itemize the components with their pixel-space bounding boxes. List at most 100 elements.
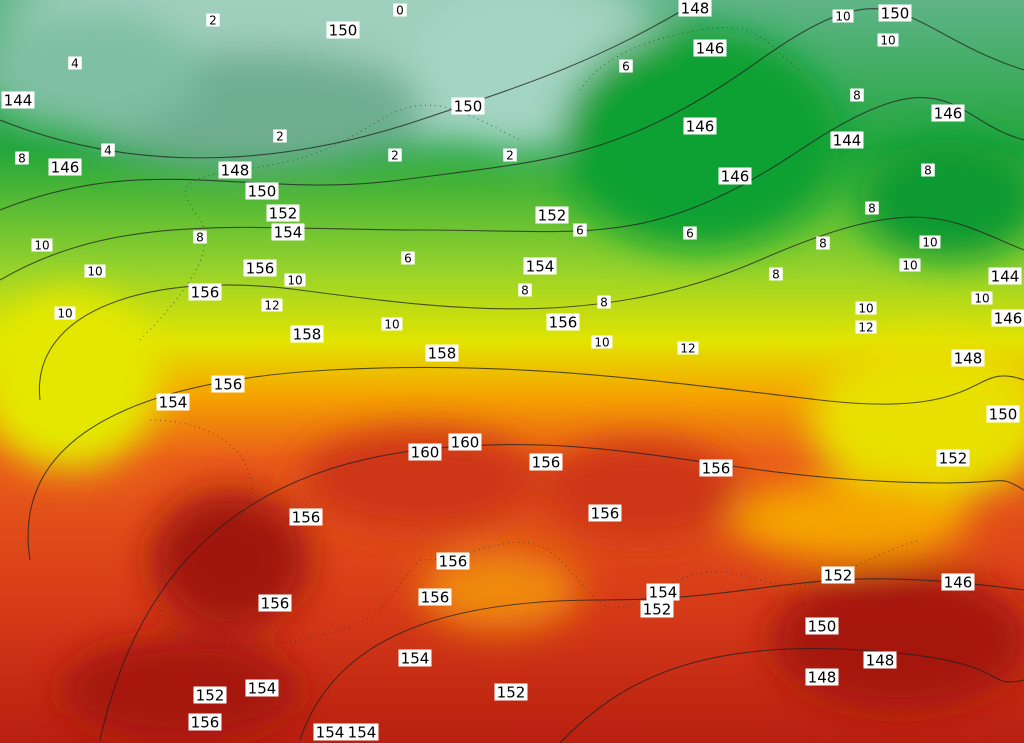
contour-label: 152 bbox=[939, 450, 968, 468]
label-box bbox=[398, 649, 432, 667]
contour-label: 156 bbox=[532, 454, 561, 472]
contour-label: 8 bbox=[196, 231, 204, 245]
contour-label: 8 bbox=[924, 164, 932, 178]
label-box bbox=[156, 393, 190, 411]
label-box bbox=[931, 104, 965, 122]
contour-label: 156 bbox=[292, 509, 321, 527]
label-box bbox=[850, 88, 864, 102]
contour-label: 160 bbox=[411, 444, 440, 462]
contour-label: 12 bbox=[680, 342, 695, 356]
contour-label: 8 bbox=[600, 296, 608, 310]
label-box bbox=[718, 167, 752, 185]
contour-label: 10 bbox=[57, 307, 72, 321]
label-box bbox=[941, 573, 975, 591]
label-box bbox=[284, 273, 306, 287]
contour-label: 152 bbox=[497, 684, 526, 702]
label-box bbox=[646, 583, 680, 601]
contour-label: 10 bbox=[902, 259, 917, 273]
label-box bbox=[345, 723, 379, 741]
contour-label: 8 bbox=[521, 284, 529, 298]
label-box bbox=[899, 258, 921, 272]
label-box bbox=[919, 235, 941, 249]
contour-label: 152 bbox=[196, 687, 225, 705]
label-box bbox=[245, 182, 279, 200]
contour-label: 10 bbox=[835, 10, 850, 24]
label-box bbox=[523, 257, 557, 275]
contour-label: 12 bbox=[858, 321, 873, 335]
contour-label: 156 bbox=[549, 314, 578, 332]
contour-label: 156 bbox=[421, 589, 450, 607]
contour-label: 10 bbox=[384, 318, 399, 332]
contour-label: 150 bbox=[989, 406, 1018, 424]
label-box bbox=[193, 230, 207, 244]
label-box bbox=[101, 143, 115, 157]
label-box bbox=[494, 683, 528, 701]
label-box bbox=[683, 117, 717, 135]
contour-label: 156 bbox=[214, 376, 243, 394]
label-box bbox=[699, 459, 733, 477]
label-box bbox=[188, 713, 222, 731]
contour-label: 154 bbox=[526, 258, 555, 276]
label-box bbox=[290, 325, 324, 343]
contour-label: 154 bbox=[348, 724, 377, 742]
label-box bbox=[503, 148, 517, 162]
contour-label: 156 bbox=[261, 595, 290, 613]
label-box bbox=[401, 251, 415, 265]
label-box bbox=[273, 129, 287, 143]
label-box bbox=[518, 283, 532, 297]
label-box bbox=[816, 236, 830, 250]
label-box bbox=[451, 97, 485, 115]
contour-label: 148 bbox=[221, 162, 250, 180]
contour-label: 144 bbox=[833, 132, 862, 150]
label-box bbox=[243, 259, 277, 277]
contour-label: 6 bbox=[576, 224, 584, 238]
label-box bbox=[832, 9, 854, 23]
label-box bbox=[878, 4, 912, 22]
contour-label: 146 bbox=[696, 40, 725, 58]
label-box bbox=[591, 335, 613, 349]
label-box bbox=[258, 594, 292, 612]
label-box bbox=[418, 588, 452, 606]
contour-label: 150 bbox=[881, 5, 910, 23]
label-box bbox=[393, 3, 407, 17]
contour-label: 6 bbox=[622, 60, 630, 74]
contour-label: 156 bbox=[246, 260, 275, 278]
contour-label: 2 bbox=[209, 14, 217, 28]
label-box bbox=[448, 433, 482, 451]
contour-label: 156 bbox=[439, 553, 468, 571]
label-box bbox=[830, 131, 864, 149]
label-box bbox=[326, 21, 360, 39]
contour-label: 150 bbox=[248, 183, 277, 201]
contour-label: 152 bbox=[538, 207, 567, 225]
label-box bbox=[535, 206, 569, 224]
label-box bbox=[769, 267, 783, 281]
label-box bbox=[193, 686, 227, 704]
label-box bbox=[54, 306, 76, 320]
label-box bbox=[588, 504, 622, 522]
contour-label: 6 bbox=[686, 227, 694, 241]
contour-label: 10 bbox=[87, 265, 102, 279]
label-box bbox=[991, 309, 1024, 327]
label-box bbox=[805, 617, 839, 635]
contour-label: 150 bbox=[454, 98, 483, 116]
label-box bbox=[597, 295, 611, 309]
contour-label: 8 bbox=[772, 268, 780, 282]
contour-label: 160 bbox=[451, 434, 480, 452]
label-box bbox=[218, 161, 252, 179]
label-box bbox=[84, 264, 106, 278]
label-box bbox=[266, 204, 300, 222]
contour-label: 158 bbox=[293, 326, 322, 344]
contour-label: 12 bbox=[264, 299, 279, 313]
label-box bbox=[877, 33, 899, 47]
label-box bbox=[313, 723, 347, 741]
label-box bbox=[921, 163, 935, 177]
label-box bbox=[677, 341, 699, 355]
contour-label: 156 bbox=[191, 284, 220, 302]
contour-label: 4 bbox=[104, 144, 112, 158]
label-box bbox=[640, 600, 674, 618]
label-box bbox=[436, 552, 470, 570]
contour-label: 148 bbox=[954, 350, 983, 368]
label-box bbox=[381, 317, 403, 331]
label-box bbox=[865, 201, 879, 215]
